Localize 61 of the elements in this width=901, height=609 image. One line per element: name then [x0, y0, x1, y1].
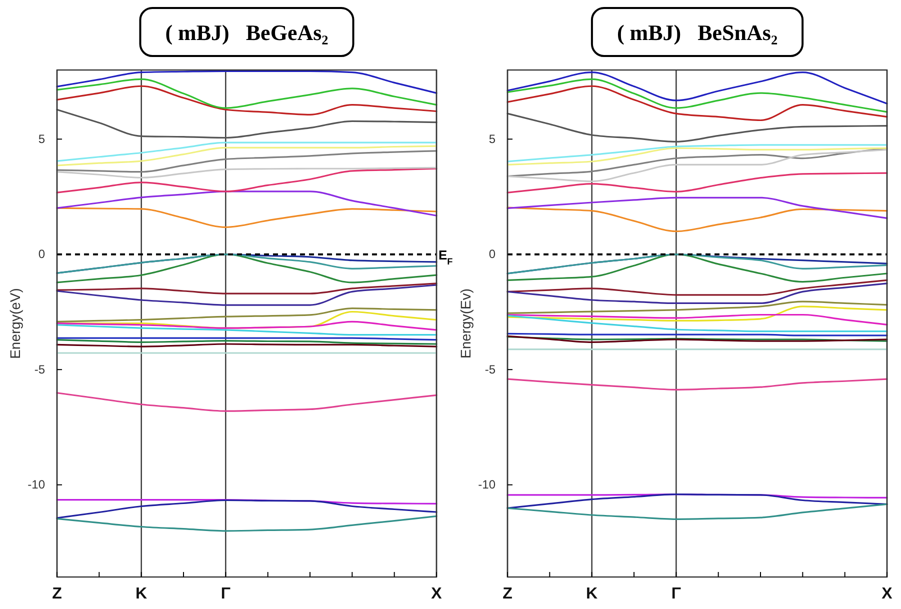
line-series: [56, 254, 438, 284]
line-series: [56, 284, 438, 306]
x-tick-label: X: [882, 585, 893, 602]
line-series: [506, 314, 888, 326]
line-series: [56, 207, 438, 228]
line-series: [56, 166, 438, 178]
line-series: [506, 172, 888, 194]
line-series: [506, 78, 888, 113]
x-tick-label: K: [136, 585, 148, 602]
y-tick-label: 0: [488, 247, 496, 262]
line-series: [56, 499, 438, 519]
x-tick-label: Γ: [671, 585, 682, 602]
line-series: [56, 150, 438, 173]
y-tick-label: -5: [34, 362, 46, 376]
line-series: [506, 254, 888, 274]
y-tick-label: 0: [38, 247, 46, 262]
line-series: [56, 142, 438, 162]
line-series: [56, 282, 438, 294]
y-tick-label: -10: [478, 478, 496, 492]
line-series: [56, 85, 438, 116]
line-series: [56, 254, 438, 274]
line-series: [56, 145, 438, 166]
y-tick-label: 5: [38, 132, 46, 146]
line-series: [56, 70, 438, 94]
x-tick-label: Z: [52, 585, 62, 602]
line-series: [506, 300, 888, 314]
line-series: [56, 324, 438, 336]
chart-title: ( mBJ) BeSnAs₂: [616, 20, 778, 45]
line-series: [506, 314, 888, 332]
line-series: [506, 206, 888, 232]
line-series: [506, 112, 888, 142]
line-series: [56, 307, 438, 322]
line-series: [506, 282, 888, 304]
line-series: [56, 108, 438, 139]
line-series: [506, 148, 888, 182]
x-tick-label: Z: [502, 585, 513, 602]
line-series: [56, 392, 438, 412]
line-series: [56, 190, 438, 216]
line-series: [506, 85, 888, 122]
line-series: [506, 254, 888, 283]
y-axis-title: Energy(Ev): [458, 288, 474, 359]
ref-line-label: E$_{F}$: [438, 247, 454, 266]
line-series: [56, 78, 438, 109]
line-series: [506, 196, 888, 219]
x-tick-label: K: [586, 585, 598, 602]
y-tick-label: 5: [488, 132, 496, 146]
line-series: [56, 515, 438, 532]
line-series: [506, 144, 888, 162]
x-tick-label: X: [431, 585, 442, 602]
line-series: [506, 72, 888, 104]
line-series: [506, 147, 888, 166]
line-series: [56, 320, 438, 331]
chart-title: ( mBJ) BeGeAs₂: [165, 20, 329, 45]
line-series: [506, 378, 888, 390]
y-axis-title: Energy(eV): [7, 288, 23, 359]
line-series: [506, 503, 888, 520]
y-tick-label: -10: [28, 478, 46, 492]
x-tick-label: Γ: [220, 585, 231, 602]
y-tick-label: -5: [484, 362, 496, 376]
line-series: [506, 306, 888, 322]
line-series: [56, 168, 438, 194]
